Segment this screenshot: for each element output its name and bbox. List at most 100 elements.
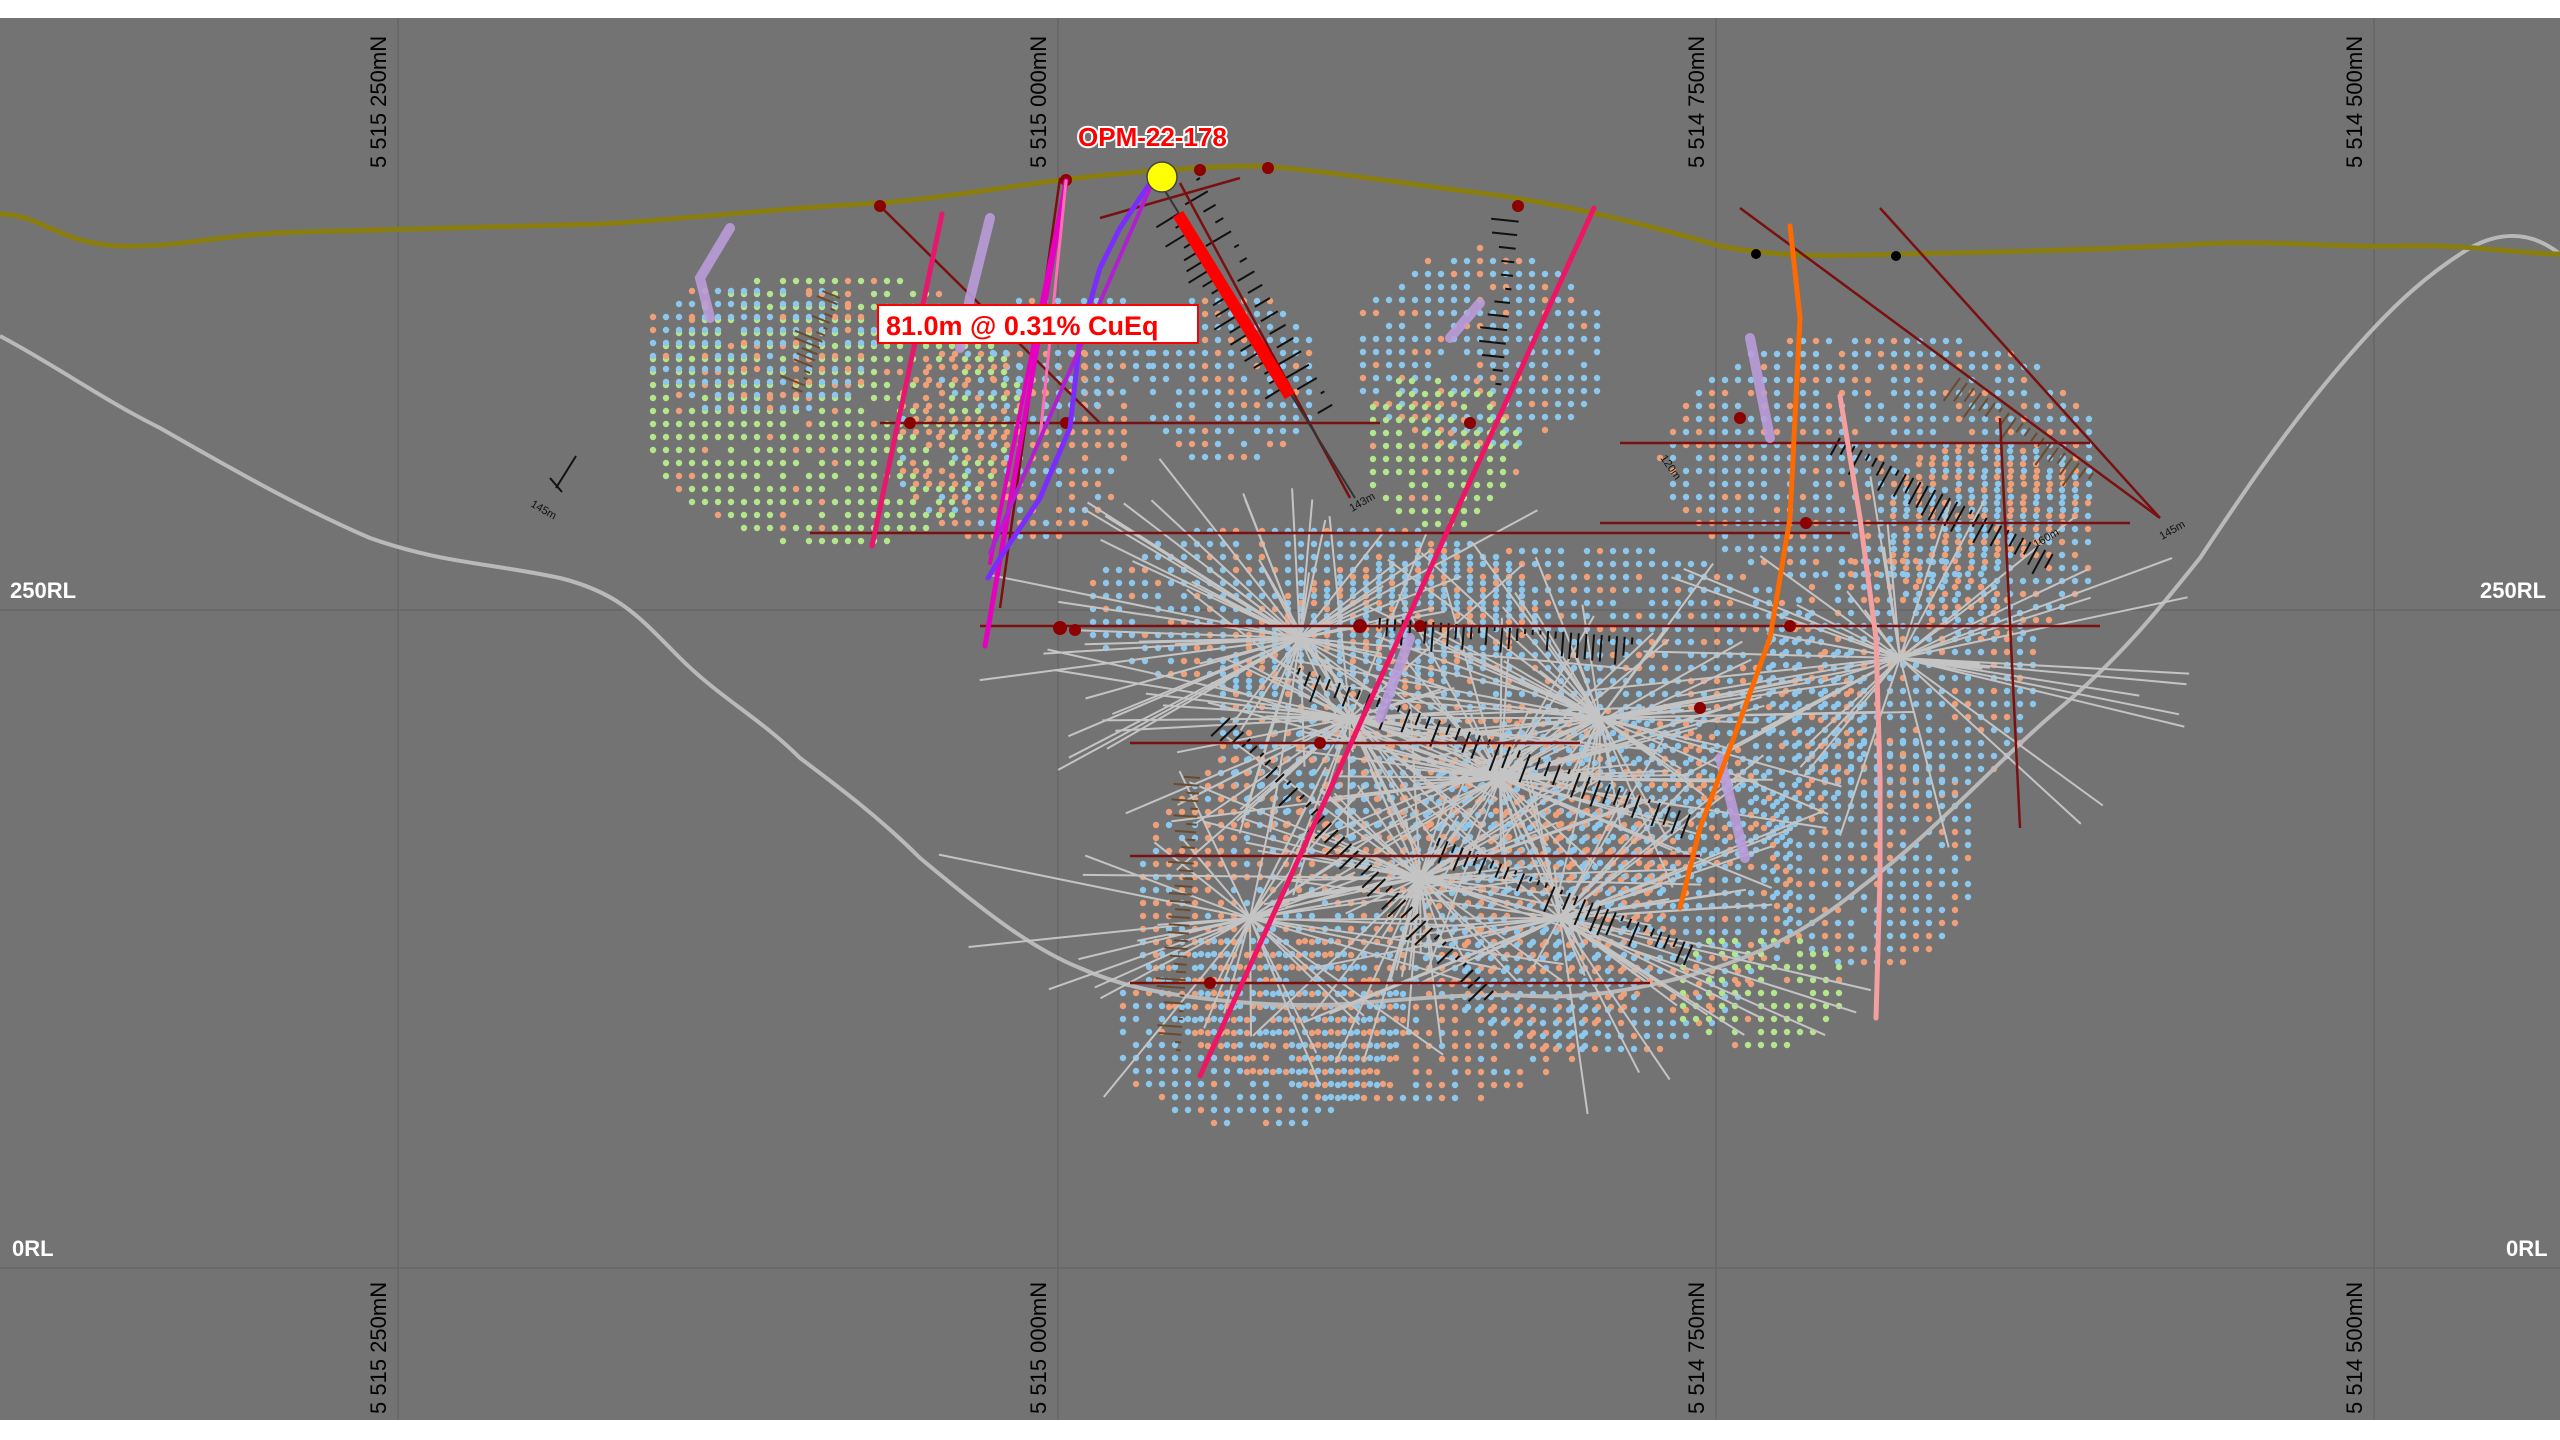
block-model-point: [1499, 416, 1507, 424]
block-model-point: [701, 498, 709, 506]
block-model-point: [1583, 599, 1591, 607]
block-model-point: [1188, 453, 1196, 461]
block-model-point: [1929, 402, 1937, 410]
block-model-point: [1385, 296, 1393, 304]
block-model-point: [1295, 1068, 1303, 1076]
block-model-point: [1567, 387, 1575, 395]
block-model-point: [1201, 427, 1209, 435]
block-model-point: [1596, 560, 1604, 568]
block-model-point: [753, 313, 761, 321]
block-model-point: [1596, 599, 1604, 607]
block-model-point: [805, 420, 813, 428]
block-model-point: [1292, 336, 1300, 344]
block-model-point: [1708, 824, 1716, 832]
block-model-point: [1635, 690, 1643, 698]
block-model-point: [1427, 540, 1435, 548]
block-model-point: [1191, 860, 1199, 868]
block-model-point: [1464, 1055, 1472, 1063]
block-model-point: [714, 472, 722, 480]
block-model-point: [883, 342, 891, 350]
block-model-point: [1042, 441, 1050, 449]
block-model-point: [1080, 349, 1088, 357]
block-model-point: [1593, 335, 1601, 343]
block-model-point: [1217, 834, 1225, 842]
block-model-point: [1479, 560, 1487, 568]
block-model-point: [1450, 374, 1458, 382]
block-model-point: [1188, 388, 1196, 396]
block-model-point: [1165, 938, 1173, 946]
block-model-point: [922, 342, 930, 350]
block-model-point: [1609, 612, 1617, 620]
block-model-point: [1360, 1029, 1368, 1037]
block-model-point: [1518, 690, 1526, 698]
block-model-point: [1003, 402, 1011, 410]
block-model-point: [1253, 388, 1261, 396]
block-model-point: [1765, 794, 1773, 802]
block-model-point: [974, 394, 982, 402]
block-model-point: [1786, 558, 1794, 566]
block-model-point: [1240, 375, 1248, 383]
block-model-point: [1386, 1094, 1394, 1102]
block-model-point: [1929, 454, 1937, 462]
block-model-point: [1708, 493, 1716, 501]
block-model-point: [1243, 1055, 1251, 1063]
block-model-point: [1093, 362, 1101, 370]
block-model-point: [1385, 348, 1393, 356]
block-model-point: [1473, 429, 1481, 437]
block-model-point: [1515, 309, 1523, 317]
block-model-point: [1466, 586, 1474, 594]
block-model-point: [1180, 605, 1188, 613]
block-model-point: [1752, 768, 1760, 776]
block-model-point: [2020, 506, 2028, 514]
block-model-point: [1825, 415, 1833, 423]
block-model-point: [1760, 798, 1768, 806]
block-model-point: [896, 277, 904, 285]
block-model-point: [1682, 493, 1690, 501]
block-model-point: [1434, 507, 1442, 515]
block-model-point: [1372, 348, 1380, 356]
block-model-point: [701, 459, 709, 467]
block-model-point: [896, 446, 904, 454]
block-model-point: [951, 506, 959, 514]
block-model-point: [1674, 599, 1682, 607]
block-model-point: [779, 498, 787, 506]
block-model-point: [1515, 270, 1523, 278]
block-model-point: [948, 394, 956, 402]
block-model-point: [1734, 363, 1742, 371]
block-model-point: [951, 350, 959, 358]
block-model-point: [1451, 1016, 1459, 1024]
block-model-point: [1347, 834, 1355, 842]
block-model-point: [1648, 625, 1656, 633]
block-model-point: [1554, 270, 1562, 278]
block-model-point: [2071, 551, 2079, 559]
block-model-point: [935, 498, 943, 506]
block-model-point: [1308, 1029, 1316, 1037]
block-model-point: [964, 363, 972, 371]
block-model-point: [779, 524, 787, 532]
block-model-point: [2019, 447, 2027, 455]
block-model-point: [1217, 1003, 1225, 1011]
block-model-point: [1596, 586, 1604, 594]
block-model-point: [1437, 283, 1445, 291]
block-model-point: [1227, 336, 1235, 344]
block-model-point: [1812, 467, 1820, 475]
block-model-point: [1967, 486, 1975, 494]
block-model-point: [1499, 455, 1507, 463]
block-model-point: [977, 493, 985, 501]
block-model-point: [688, 446, 696, 454]
block-model-point: [1860, 778, 1868, 786]
block-model-point: [883, 433, 891, 441]
block-model-point: [1903, 428, 1911, 436]
block-model-point: [1427, 592, 1435, 600]
block-model-point: [1674, 833, 1682, 841]
block-model-point: [1486, 455, 1494, 463]
block-model-point: [1786, 376, 1794, 384]
block-model-point: [753, 391, 761, 399]
block-model-point: [1347, 951, 1355, 959]
block-model-point: [1214, 362, 1222, 370]
block-model-point: [990, 480, 998, 488]
block-model-point: [1695, 428, 1703, 436]
block-model-point: [1925, 700, 1933, 708]
block-model-point: [1687, 612, 1695, 620]
block-model-point: [1708, 772, 1716, 780]
